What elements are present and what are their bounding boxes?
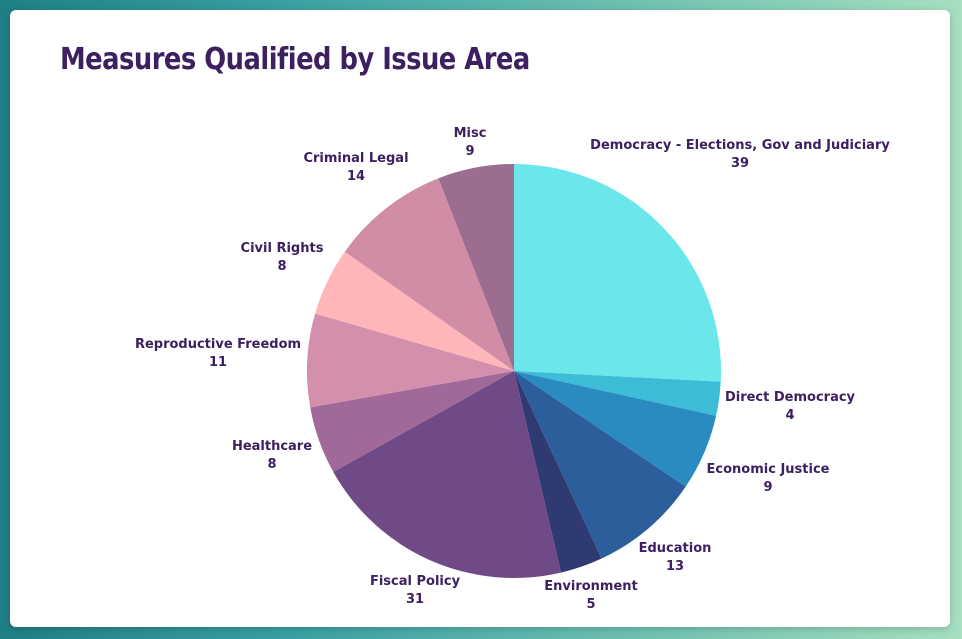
pie-slice-democracy-elections-gov-and-judiciary bbox=[514, 164, 721, 382]
slice-value-civil-rights: 8 bbox=[277, 259, 286, 274]
slice-value-misc: 9 bbox=[465, 144, 474, 159]
pie-slice-healthcare bbox=[310, 371, 514, 472]
slice-label-economic-justice: Economic Justice bbox=[707, 462, 830, 477]
slice-label-healthcare: Healthcare bbox=[232, 439, 312, 454]
slice-value-direct-democracy: 4 bbox=[785, 408, 794, 423]
pie-slice-direct-democracy bbox=[514, 371, 721, 416]
chart-title: Measures Qualified by Issue Area bbox=[60, 42, 530, 77]
pie-slice-economic-justice bbox=[514, 371, 717, 487]
slice-value-environment: 5 bbox=[586, 597, 595, 612]
slice-label-reproductive-freedom: Reproductive Freedom bbox=[135, 337, 301, 352]
slice-value-education: 13 bbox=[666, 559, 684, 574]
slice-label-democracy-elections-gov-and-judiciary: Democracy - Elections, Gov and Judiciary bbox=[590, 138, 890, 153]
pie-slice-reproductive-freedom bbox=[306, 313, 514, 408]
pie-slice-criminal-legal bbox=[344, 178, 514, 371]
pie-slice-misc bbox=[438, 164, 514, 371]
slice-label-misc: Misc bbox=[454, 126, 487, 141]
slice-value-fiscal-policy: 31 bbox=[406, 592, 424, 607]
slice-label-environment: Environment bbox=[544, 579, 638, 594]
slice-value-reproductive-freedom: 11 bbox=[209, 355, 227, 370]
slice-value-healthcare: 8 bbox=[267, 457, 276, 472]
pie-slice-education bbox=[514, 371, 686, 559]
slice-value-democracy-elections-gov-and-judiciary: 39 bbox=[731, 156, 749, 171]
slice-value-economic-justice: 9 bbox=[763, 480, 772, 495]
slice-label-civil-rights: Civil Rights bbox=[241, 241, 324, 256]
slice-value-criminal-legal: 14 bbox=[347, 169, 365, 184]
slice-label-direct-democracy: Direct Democracy bbox=[725, 390, 856, 405]
pie-slice-civil-rights bbox=[315, 251, 514, 371]
pie-slice-environment bbox=[514, 371, 602, 573]
slice-label-education: Education bbox=[639, 541, 712, 556]
slice-label-fiscal-policy: Fiscal Policy bbox=[370, 574, 461, 589]
slice-label-criminal-legal: Criminal Legal bbox=[303, 151, 408, 166]
pie-slice-fiscal-policy bbox=[333, 371, 561, 578]
